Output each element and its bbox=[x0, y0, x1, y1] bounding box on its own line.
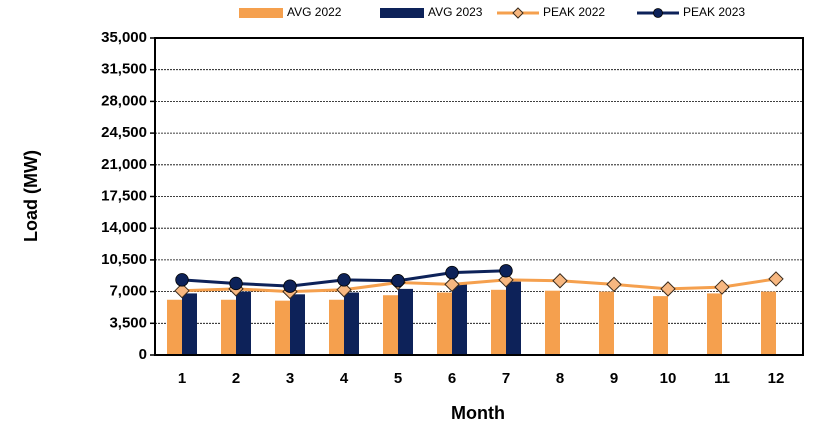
legend-label: PEAK 2022 bbox=[543, 5, 605, 19]
bar bbox=[545, 290, 560, 355]
marker bbox=[660, 281, 676, 297]
marker bbox=[714, 279, 730, 295]
marker bbox=[391, 274, 405, 288]
bar bbox=[761, 291, 776, 355]
marker bbox=[174, 282, 190, 299]
x-tick-label: 3 bbox=[286, 370, 294, 387]
marker bbox=[444, 276, 460, 293]
bar bbox=[383, 295, 398, 355]
legend-swatch bbox=[380, 8, 424, 18]
x-tick-label: 7 bbox=[502, 370, 510, 387]
bar bbox=[182, 293, 197, 355]
bar bbox=[707, 293, 722, 355]
legend-swatch bbox=[239, 8, 283, 18]
bar bbox=[437, 292, 452, 355]
y-tick-label: 0 bbox=[139, 346, 147, 363]
marker bbox=[175, 273, 189, 287]
y-tick-label: 14,000 bbox=[101, 219, 147, 236]
marker bbox=[606, 276, 622, 293]
marker bbox=[229, 276, 243, 291]
bar bbox=[275, 300, 290, 355]
bar bbox=[452, 283, 467, 355]
marker bbox=[499, 264, 513, 278]
line bbox=[181, 277, 777, 294]
x-tick-label: 5 bbox=[394, 370, 402, 387]
y-tick-label: 21,000 bbox=[101, 156, 147, 173]
bar bbox=[290, 294, 305, 355]
legend-label: AVG 2023 bbox=[428, 5, 483, 19]
y-tick-label: 24,500 bbox=[101, 124, 147, 141]
marker bbox=[283, 279, 297, 293]
x-tick-label: 8 bbox=[556, 370, 564, 387]
x-tick-label: 9 bbox=[610, 370, 618, 387]
marker bbox=[336, 282, 352, 298]
marker bbox=[768, 271, 784, 287]
y-tick-label: 28,000 bbox=[101, 92, 147, 109]
plot-border bbox=[154, 37, 804, 356]
marker bbox=[552, 273, 568, 289]
bar bbox=[599, 291, 614, 355]
bar bbox=[221, 299, 236, 355]
x-tick-label: 12 bbox=[768, 370, 785, 387]
y-tick-label: 31,500 bbox=[101, 61, 147, 78]
x-tick-label: 2 bbox=[232, 370, 240, 387]
legend-label: PEAK 2023 bbox=[683, 5, 745, 19]
marker bbox=[445, 265, 459, 280]
marker bbox=[337, 273, 351, 287]
bar bbox=[167, 299, 182, 355]
x-axis-title: Month bbox=[451, 403, 505, 423]
bar bbox=[506, 281, 521, 355]
x-tick-label: 6 bbox=[448, 370, 456, 387]
bar bbox=[236, 291, 251, 355]
x-tick-label: 4 bbox=[340, 370, 349, 387]
legend-marker bbox=[512, 7, 524, 19]
bar bbox=[491, 289, 506, 355]
y-tick-label: 3,500 bbox=[109, 314, 147, 331]
bar bbox=[344, 292, 359, 355]
y-tick-label: 7,000 bbox=[109, 283, 147, 300]
y-axis-title: Load (MW) bbox=[21, 150, 41, 242]
y-tick-label: 17,500 bbox=[101, 187, 147, 204]
bar bbox=[329, 299, 344, 355]
bar bbox=[398, 288, 413, 355]
y-tick-label: 35,000 bbox=[101, 29, 147, 46]
x-tick-label: 1 bbox=[178, 370, 186, 387]
bar bbox=[653, 296, 668, 355]
x-tick-label: 10 bbox=[660, 370, 677, 387]
y-tick-label: 10,500 bbox=[101, 251, 147, 268]
legend-marker bbox=[653, 8, 663, 18]
x-tick-label: 11 bbox=[714, 370, 730, 387]
legend-label: AVG 2022 bbox=[287, 5, 342, 19]
